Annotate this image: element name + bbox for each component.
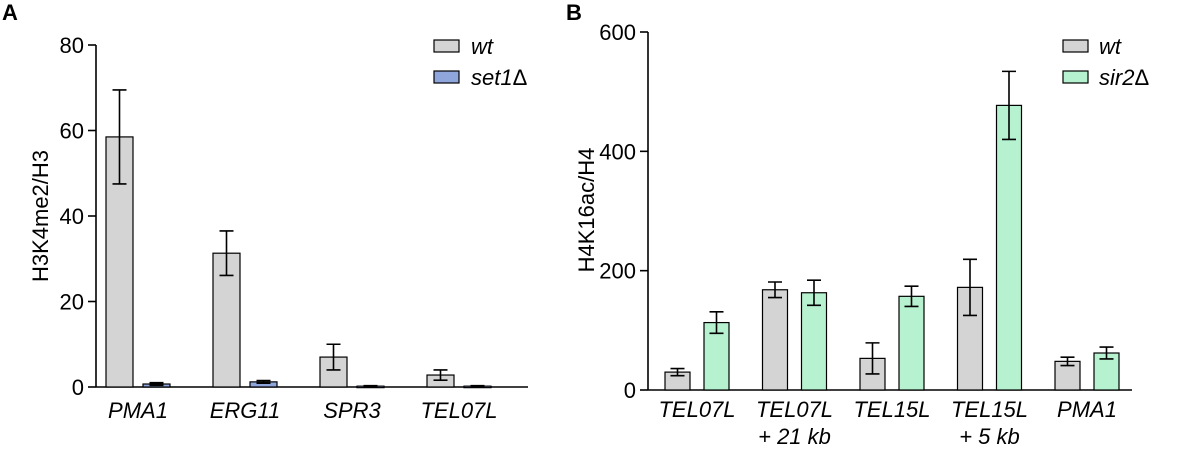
panel-a-y-tick-label: 20 (60, 290, 84, 315)
panel-b-legend-label-wt: wt (1099, 34, 1122, 59)
panel-b-legend-swatch-wt (1062, 39, 1089, 53)
panel-b-error-bar-sir2-tel07l (807, 279, 821, 307)
panel-a-legend: wt set1Δ (433, 34, 528, 90)
panel-a-error-bar-set1-tel07l (470, 384, 485, 388)
panel-a: A H3K4me2/H3 0 20 40 60 80 PMA1 ERG11 SPR3 TEL0… (2, 0, 528, 423)
panel-a-bar-wt-erg11 (212, 252, 241, 388)
panel-a-x-labels: PMA1 ERG11 SPR3 TEL07L (108, 398, 497, 423)
panel-a-y-axis-title: H3K4me2/H3 (28, 150, 53, 282)
panel-a-legend-swatch-wt (433, 39, 460, 53)
panel-b-error-bar-wt-tel15l (963, 258, 977, 317)
panel-a-x-label: ERG11 (210, 398, 281, 423)
panel-b-error-bar-wt-tel07l (670, 367, 685, 377)
panel-b-bar-wt-tel07l (761, 289, 789, 391)
panel-a-x-label: SPR3 (323, 398, 381, 423)
panel-a-legend-swatch-set1 (433, 70, 460, 84)
panel-b-error-bar-sir2-tel15l (1002, 70, 1016, 141)
panel-b-x-label: + 21 kb (758, 424, 831, 449)
panel-b-x-label: TEL07L (658, 397, 735, 422)
panel-b-error-bar-sir2-pma1 (1099, 346, 1114, 360)
panel-a-y-tick-label: 40 (60, 204, 84, 229)
panel-b-y-tick-label: 200 (599, 259, 636, 284)
panel-b-error-bar-wt-tel07l (768, 281, 782, 299)
panel-b-x-label: + 5 kb (959, 424, 1020, 449)
panel-a-error-bar-wt-tel07l (433, 369, 448, 381)
panel-a-y-tick-label: 60 (60, 119, 84, 144)
panel-b-y-ticks: 0 200 400 600 (599, 20, 648, 403)
panel-b-error-bar-wt-tel15l (865, 342, 880, 375)
panel-a-x-label: TEL07L (420, 398, 497, 423)
panel-a-letter: A (2, 0, 18, 25)
panel-a-legend-label-wt: wt (471, 34, 494, 59)
panel-b-x-label: TEL15L (853, 397, 930, 422)
panel-b-y-tick-label: 0 (624, 378, 636, 403)
panel-a-y-tick-label: 80 (60, 33, 84, 58)
panel-a-x-label: PMA1 (108, 398, 168, 423)
panel-b-bar-sir2-tel07l (800, 292, 828, 391)
panel-b-x-label: PMA1 (1057, 397, 1117, 422)
panel-b-y-axis-title: H4K16ac/H4 (574, 148, 599, 273)
panel-a-error-bar-set1-spr3 (363, 384, 378, 388)
panel-a-error-bar-wt-spr3 (326, 343, 341, 371)
panel-b-error-bar-wt-pma1 (1060, 356, 1075, 367)
panel-a-y-ticks: 0 20 40 60 80 (60, 33, 96, 400)
panel-b-bars (664, 104, 1120, 391)
panel-a-y-tick-label: 0 (72, 375, 84, 400)
panel-b-error-bar-sir2-tel15l (904, 285, 919, 308)
panel-b-letter: B (566, 0, 582, 25)
panel-b-x-label: TEL15L (951, 397, 1028, 422)
panel-b-legend-label-sir2: sir2Δ (1099, 65, 1149, 90)
panel-b-x-label: TEL07L (756, 397, 833, 422)
panel-b-error-bar-sir2-tel07l (709, 311, 724, 335)
panel-a-error-bar-wt-erg11 (219, 230, 234, 277)
panel-a-bars (105, 136, 492, 389)
panel-a-error-bars (112, 89, 485, 388)
panel-b-y-tick-label: 600 (599, 20, 636, 45)
panel-b-error-bars (670, 70, 1114, 377)
panel-b-bar-sir2-tel15l (995, 104, 1023, 391)
panel-a-error-bar-set1-erg11 (256, 379, 271, 384)
panel-a-error-bar-set1-pma1 (149, 381, 164, 387)
panel-b-legend: wt sir2Δ (1062, 34, 1149, 90)
panel-a-legend-label-set1: set1Δ (471, 65, 528, 90)
panel-a-error-bar-wt-pma1 (112, 89, 127, 185)
panel-b-bar-sir2-tel15l (898, 295, 925, 391)
panel-b-legend-swatch-sir2 (1062, 70, 1089, 84)
panel-b-y-tick-label: 400 (599, 139, 636, 164)
